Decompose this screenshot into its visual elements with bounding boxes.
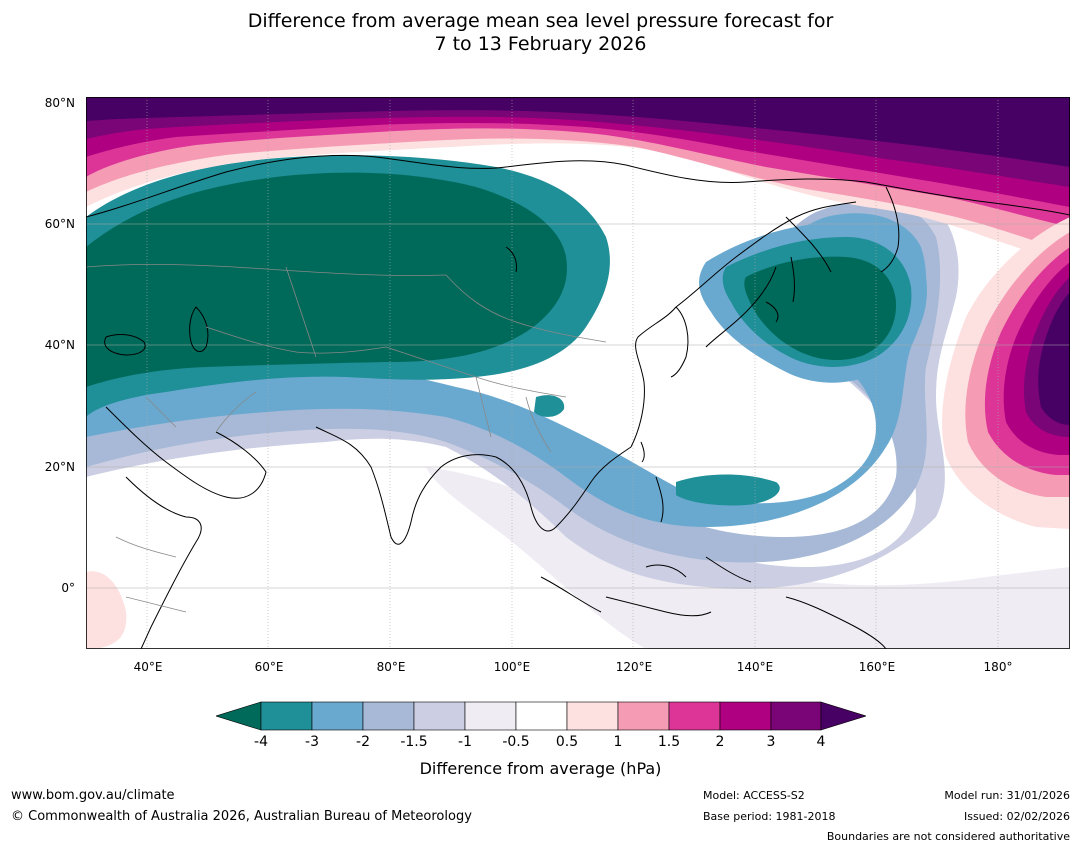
coastlines bbox=[86, 154, 1070, 649]
colorbar-swatch-gt-4 bbox=[820, 701, 866, 731]
colorbar-swatch-m15-m1 bbox=[413, 701, 466, 731]
lat-label-0: 0° bbox=[61, 581, 75, 595]
footer-issued: Issued: 02/02/2026 bbox=[963, 810, 1070, 823]
map-title-line-2: 7 to 13 February 2026 bbox=[434, 33, 647, 55]
colorbar-label-m05: -0.5 bbox=[502, 734, 530, 750]
colorbar-swatch-1-15 bbox=[617, 701, 670, 731]
lon-label-180: 180° bbox=[983, 660, 1013, 674]
colorbar-label-05: 0.5 bbox=[555, 734, 579, 750]
colorbar-title: Difference from average (hPa) bbox=[419, 759, 662, 778]
colorbar-swatch-m05-05 bbox=[515, 701, 568, 731]
contour-band-africa-05 bbox=[86, 571, 127, 649]
colorbar-swatch-15-2 bbox=[668, 701, 721, 731]
lon-label-60e: 60°E bbox=[254, 660, 284, 674]
colorbar-label-2: 2 bbox=[715, 734, 725, 750]
country-borders bbox=[86, 263, 607, 613]
footer-url[interactable]: www.bom.gov.au/climate bbox=[11, 788, 175, 803]
colorbar-swatch-m4-m3 bbox=[260, 701, 313, 731]
map-title-line-1: Difference from average mean sea level p… bbox=[247, 10, 834, 32]
colorbar-swatch-m1-m05 bbox=[464, 701, 517, 731]
footer-model: Model: ACCESS-S2 bbox=[703, 789, 805, 802]
lat-label-40n: 40°N bbox=[44, 338, 75, 352]
contour-band-npac-m4-core bbox=[744, 256, 897, 361]
pressure-anomaly-map bbox=[86, 97, 1070, 649]
footer-base-period: Base period: 1981-2018 bbox=[703, 810, 836, 823]
colorbar-label-m1: -1 bbox=[458, 734, 472, 750]
colorbar-swatch-m3-m2 bbox=[311, 701, 364, 731]
colorbar-label-m15: -1.5 bbox=[400, 734, 428, 750]
lon-label-160e: 160°E bbox=[858, 660, 896, 674]
colorbar bbox=[216, 701, 866, 731]
contour-band-tibet-m4 bbox=[534, 395, 565, 417]
footer-model-run: Model run: 31/01/2026 bbox=[944, 789, 1070, 802]
lat-label-60n: 60°N bbox=[44, 217, 75, 231]
contour-band-arctic-4 bbox=[86, 97, 1070, 167]
colorbar-swatch-2-3 bbox=[719, 701, 772, 731]
colorbar-swatch-05-1 bbox=[566, 701, 619, 731]
contour-band-epac-4 bbox=[1038, 292, 1070, 425]
contour-band-m1 bbox=[426, 467, 1070, 649]
contour-band-ph-m4 bbox=[676, 474, 780, 506]
lon-label-100e: 100°E bbox=[493, 660, 531, 674]
lon-label-120e: 120°E bbox=[615, 660, 653, 674]
contour-band-m4-core bbox=[86, 172, 567, 387]
colorbar-swatch-3-4 bbox=[770, 701, 822, 731]
colorbar-swatch-lt-m4 bbox=[216, 701, 262, 731]
lon-label-80e: 80°E bbox=[376, 660, 406, 674]
colorbar-label-m4: -4 bbox=[254, 734, 268, 750]
lat-label-80n: 80°N bbox=[44, 96, 75, 110]
lat-label-20n: 20°N bbox=[44, 460, 75, 474]
colorbar-label-4: 4 bbox=[816, 734, 826, 750]
lon-label-40e: 40°E bbox=[133, 660, 163, 674]
footer-boundaries-note: Boundaries are not considered authoritat… bbox=[826, 830, 1070, 843]
colorbar-label-15: 1.5 bbox=[657, 734, 681, 750]
footer-copyright: © Commonwealth of Australia 2026, Austra… bbox=[11, 809, 472, 824]
colorbar-swatch-m2-m15 bbox=[362, 701, 415, 731]
graticule bbox=[86, 97, 1070, 649]
colorbar-label-1: 1 bbox=[613, 734, 623, 750]
colorbar-label-m2: -2 bbox=[356, 734, 370, 750]
lon-label-140e: 140°E bbox=[736, 660, 774, 674]
colorbar-label-m3: -3 bbox=[305, 734, 319, 750]
colorbar-label-3: 3 bbox=[766, 734, 776, 750]
